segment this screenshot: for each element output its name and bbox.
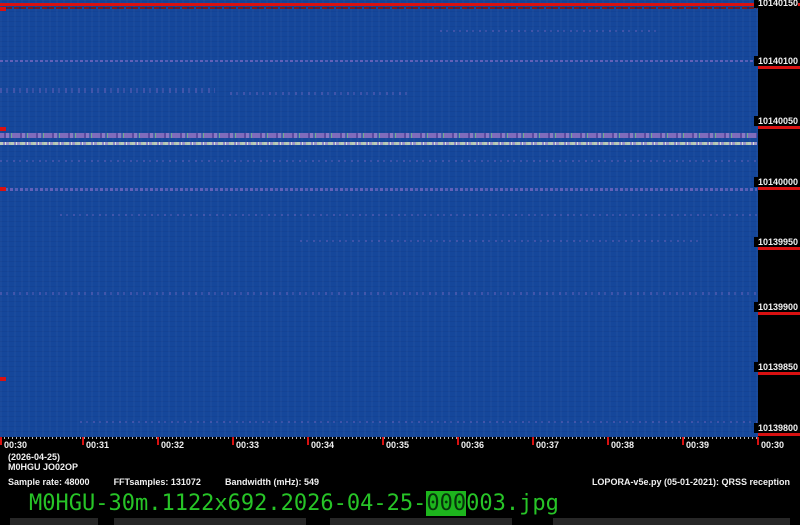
date-label: (2026-04-25)	[8, 452, 61, 462]
time-axis-label: 00:31	[86, 440, 110, 450]
bottom-bar-segment	[553, 518, 790, 525]
time-tick	[157, 437, 159, 445]
filename-prefix: M0HGU-30m.1122x692.2026-04-25-	[29, 491, 427, 516]
time-axis-label: 00:39	[686, 440, 710, 450]
stat-item: FFTsamples: 131072	[113, 477, 201, 487]
spectrogram	[0, 0, 758, 437]
saved-filename-text: M0HGU-30m.1122x692.2026-04-25-000003.jpg	[29, 491, 559, 516]
software-credit: LOPORA-v5e.py (05-01-2021): QRSS recepti…	[591, 477, 790, 487]
signal-band	[0, 188, 757, 191]
time-axis-label: 00:30	[4, 440, 28, 450]
time-tick	[682, 437, 684, 445]
time-axis-label: 00:33	[236, 440, 260, 450]
bottom-bar-segment	[10, 518, 98, 525]
signal-band	[300, 240, 700, 242]
time-tick	[457, 437, 459, 445]
stat-item: Sample rate: 48000	[8, 477, 90, 487]
freq-marker-line	[758, 187, 800, 190]
signal-band	[0, 7, 757, 9]
signal-band	[440, 30, 660, 32]
freq-marker-line	[758, 66, 800, 69]
signal-band	[0, 88, 215, 93]
time-axis-label: 00:32	[161, 440, 185, 450]
freq-marker-line	[758, 433, 800, 436]
signal-band	[0, 60, 757, 62]
spectrogram-noise-texture	[0, 0, 758, 437]
time-tick	[82, 437, 84, 445]
bottom-bar-segment	[114, 518, 306, 525]
freq-axis-label: 10139850	[754, 362, 798, 372]
time-axis-label: 00:38	[611, 440, 635, 450]
freq-axis-label: 10140100	[754, 56, 798, 66]
freq-left-edge-marker	[0, 127, 6, 131]
time-tick	[607, 437, 609, 445]
freq-axis-label: 10139800	[754, 423, 798, 433]
signal-band	[0, 142, 757, 145]
time-tick	[307, 437, 309, 445]
signal-band	[80, 421, 757, 423]
time-axis-label: 00:35	[386, 440, 410, 450]
filename-suffix: 003.jpg	[466, 491, 559, 516]
time-tick	[0, 437, 2, 445]
freq-axis-label: 10139950	[754, 237, 798, 247]
freq-axis-label: 10140150	[754, 0, 798, 8]
signal-band	[60, 214, 757, 216]
freq-left-edge-marker	[0, 187, 6, 191]
freq-left-edge-marker	[0, 377, 6, 381]
time-axis-label: 00:30	[761, 440, 785, 450]
freq-marker-line	[758, 247, 800, 250]
time-axis-label: 00:36	[461, 440, 485, 450]
time-tick	[757, 437, 759, 445]
freq-marker-line	[758, 372, 800, 375]
freq-axis-label: 10139900	[754, 302, 798, 312]
freq-marker-line	[758, 312, 800, 315]
station-callsign-locator: M0HGU JO02OP	[8, 462, 79, 472]
stat-item: Bandwidth (mHz): 549	[224, 477, 319, 487]
freq-axis-label: 10140050	[754, 116, 798, 126]
freq-left-edge-marker	[0, 7, 6, 11]
time-axis-baseline	[0, 437, 758, 439]
bottom-bar-segment	[330, 518, 512, 525]
freq-marker-line	[0, 3, 800, 6]
time-tick	[232, 437, 234, 445]
signal-band	[0, 292, 757, 295]
time-tick	[532, 437, 534, 445]
time-axis-label: 00:34	[311, 440, 335, 450]
signal-band	[0, 133, 757, 138]
signal-band	[230, 92, 410, 95]
freq-marker-line	[758, 126, 800, 129]
time-axis-label: 00:37	[536, 440, 560, 450]
signal-band	[0, 160, 757, 162]
time-tick	[382, 437, 384, 445]
capture-stats-line: Sample rate: 48000 FFTsamples: 131072 Band…	[8, 477, 319, 487]
freq-axis-label: 10140000	[754, 177, 798, 187]
filename-highlighted-chars: 000	[426, 491, 467, 516]
